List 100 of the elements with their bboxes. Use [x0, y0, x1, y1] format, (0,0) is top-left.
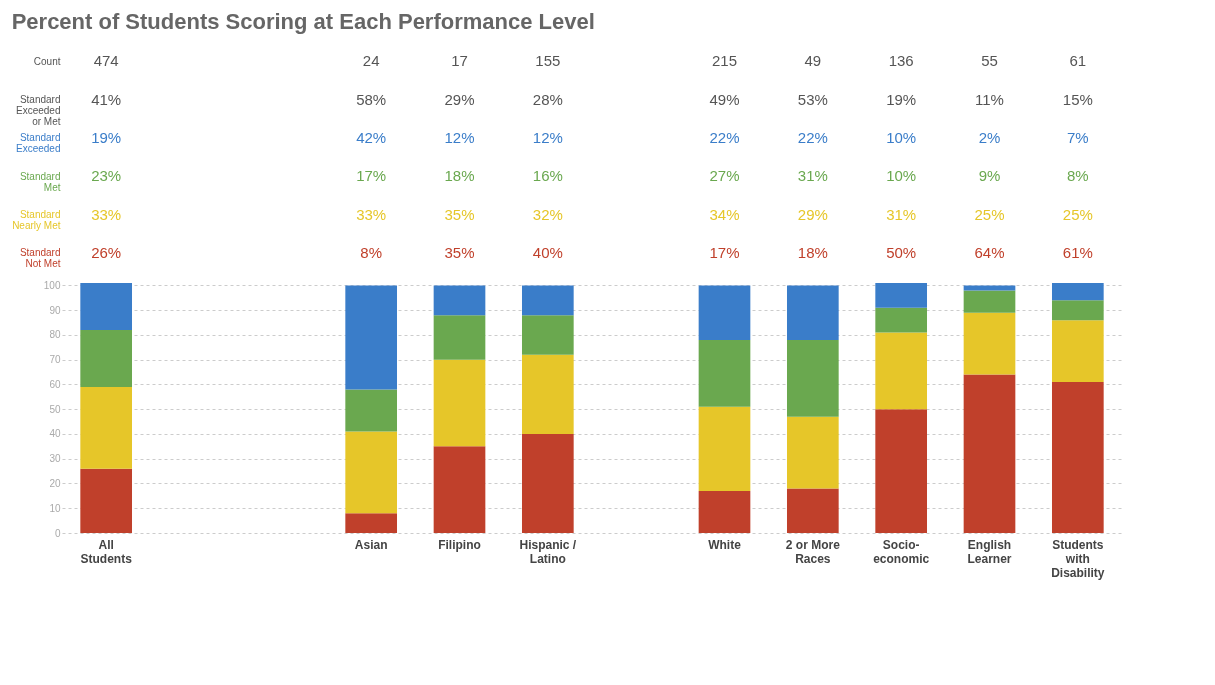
text: 24: [362, 52, 380, 70]
text: 17: [451, 52, 468, 70]
x-tick-label: Filipino: [438, 537, 481, 552]
bar: [787, 285, 839, 340]
y-tick-label: 50: [49, 403, 61, 415]
y-tick-label: 40: [49, 428, 61, 440]
data-label: 25%: [1062, 205, 1093, 223]
data-label: 33%: [356, 205, 387, 223]
data-label: 19%: [91, 128, 122, 146]
data-label: 7%: [1066, 128, 1089, 146]
text: Standard Exceeded: [16, 132, 61, 155]
y-tick-label: 20: [49, 478, 61, 489]
data-label: 32%: [532, 205, 563, 223]
bar: [963, 374, 1016, 533]
bar: [875, 409, 927, 533]
data-label: 25%: [974, 205, 1005, 223]
y-tick-label: 100: [43, 279, 61, 291]
text: 474: [93, 52, 119, 70]
data-label: 40%: [532, 243, 563, 261]
data-label: 12%: [444, 128, 475, 146]
data-label: 22%: [797, 128, 828, 146]
text: 29%: [444, 90, 475, 108]
text: Standard Nearly Met: [12, 209, 61, 231]
bar: [80, 283, 132, 331]
bar: [963, 312, 1016, 375]
text: Standard Exceeded or Met: [16, 94, 61, 127]
text: 28%: [532, 90, 563, 108]
bar: [433, 446, 486, 533]
bar: [875, 283, 927, 308]
bar: [1052, 382, 1104, 533]
bar: [522, 433, 574, 533]
data-label: 29%: [797, 205, 828, 223]
data-label: 61%: [1062, 243, 1093, 261]
text: 49%: [709, 90, 740, 108]
text: 155: [535, 52, 561, 70]
bar: [698, 339, 751, 407]
data-label: 2%: [978, 128, 1001, 146]
text: 55: [981, 52, 998, 70]
text: Standard Met: [19, 170, 61, 193]
data-label: 31%: [886, 205, 917, 223]
text: 215: [711, 52, 738, 70]
bar: [80, 386, 132, 469]
data-label: 12%: [532, 128, 563, 146]
bar: [345, 285, 397, 390]
bar: [522, 354, 574, 434]
bar: [433, 359, 486, 447]
data-label: 18%: [797, 243, 828, 261]
bar: [787, 416, 839, 489]
bar: [963, 290, 1016, 313]
bar: [522, 315, 574, 355]
bar: [345, 389, 397, 432]
data-label: 35%: [444, 243, 475, 261]
y-tick-label: 0: [54, 527, 61, 539]
data-label: 42%: [356, 128, 387, 146]
text: 41%: [91, 90, 122, 108]
data-label: 27%: [709, 167, 740, 185]
x-tick-label: 2 or More Races: [785, 537, 841, 566]
data-label: 17%: [356, 167, 387, 185]
data-label: 26%: [91, 243, 122, 261]
x-tick-label: Asian: [354, 537, 388, 552]
bar: [875, 307, 927, 333]
chart-title: Percent of Students Scoring at Each Performance Level: [11, 9, 595, 34]
bar: [787, 488, 839, 533]
data-label: 10%: [886, 167, 917, 185]
y-tick-label: 10: [49, 502, 61, 514]
data-label: 31%: [797, 167, 828, 185]
bar: [875, 332, 927, 410]
bar: [345, 431, 397, 514]
x-tick-label: Hispanic / Latino: [519, 537, 577, 566]
x-tick-label: Students with Disability: [1051, 537, 1105, 580]
y-tick-label: 70: [49, 354, 61, 366]
data-label: 8%: [360, 243, 383, 261]
text: 11%: [975, 90, 1004, 108]
bar: [80, 468, 132, 533]
bar: [345, 513, 397, 533]
data-label: 33%: [91, 205, 122, 223]
data-label: 18%: [444, 167, 475, 185]
x-tick-label: White: [708, 537, 742, 552]
bar: [1052, 320, 1104, 383]
x-tick-label: English Learner: [967, 537, 1012, 566]
data-label: 50%: [886, 243, 917, 261]
data-label: 9%: [978, 167, 1001, 185]
bar: [963, 285, 1016, 291]
text: 61: [1069, 52, 1087, 70]
bar: [80, 330, 132, 387]
x-tick-label: Socio-economic: [873, 537, 930, 566]
data-label: 35%: [444, 205, 475, 223]
text: 58%: [356, 90, 387, 108]
text: 136: [888, 52, 914, 70]
data-label: 17%: [709, 243, 740, 261]
bar: [1052, 300, 1104, 321]
y-tick-label: 90: [49, 304, 61, 316]
y-tick-label: 60: [49, 378, 61, 390]
bar: [433, 315, 486, 360]
data-label: 8%: [1066, 167, 1089, 185]
text: Count: [33, 55, 61, 67]
bar: [787, 339, 839, 417]
text: 15%: [1062, 90, 1093, 108]
bar: [1052, 283, 1104, 301]
bar: [522, 285, 574, 316]
